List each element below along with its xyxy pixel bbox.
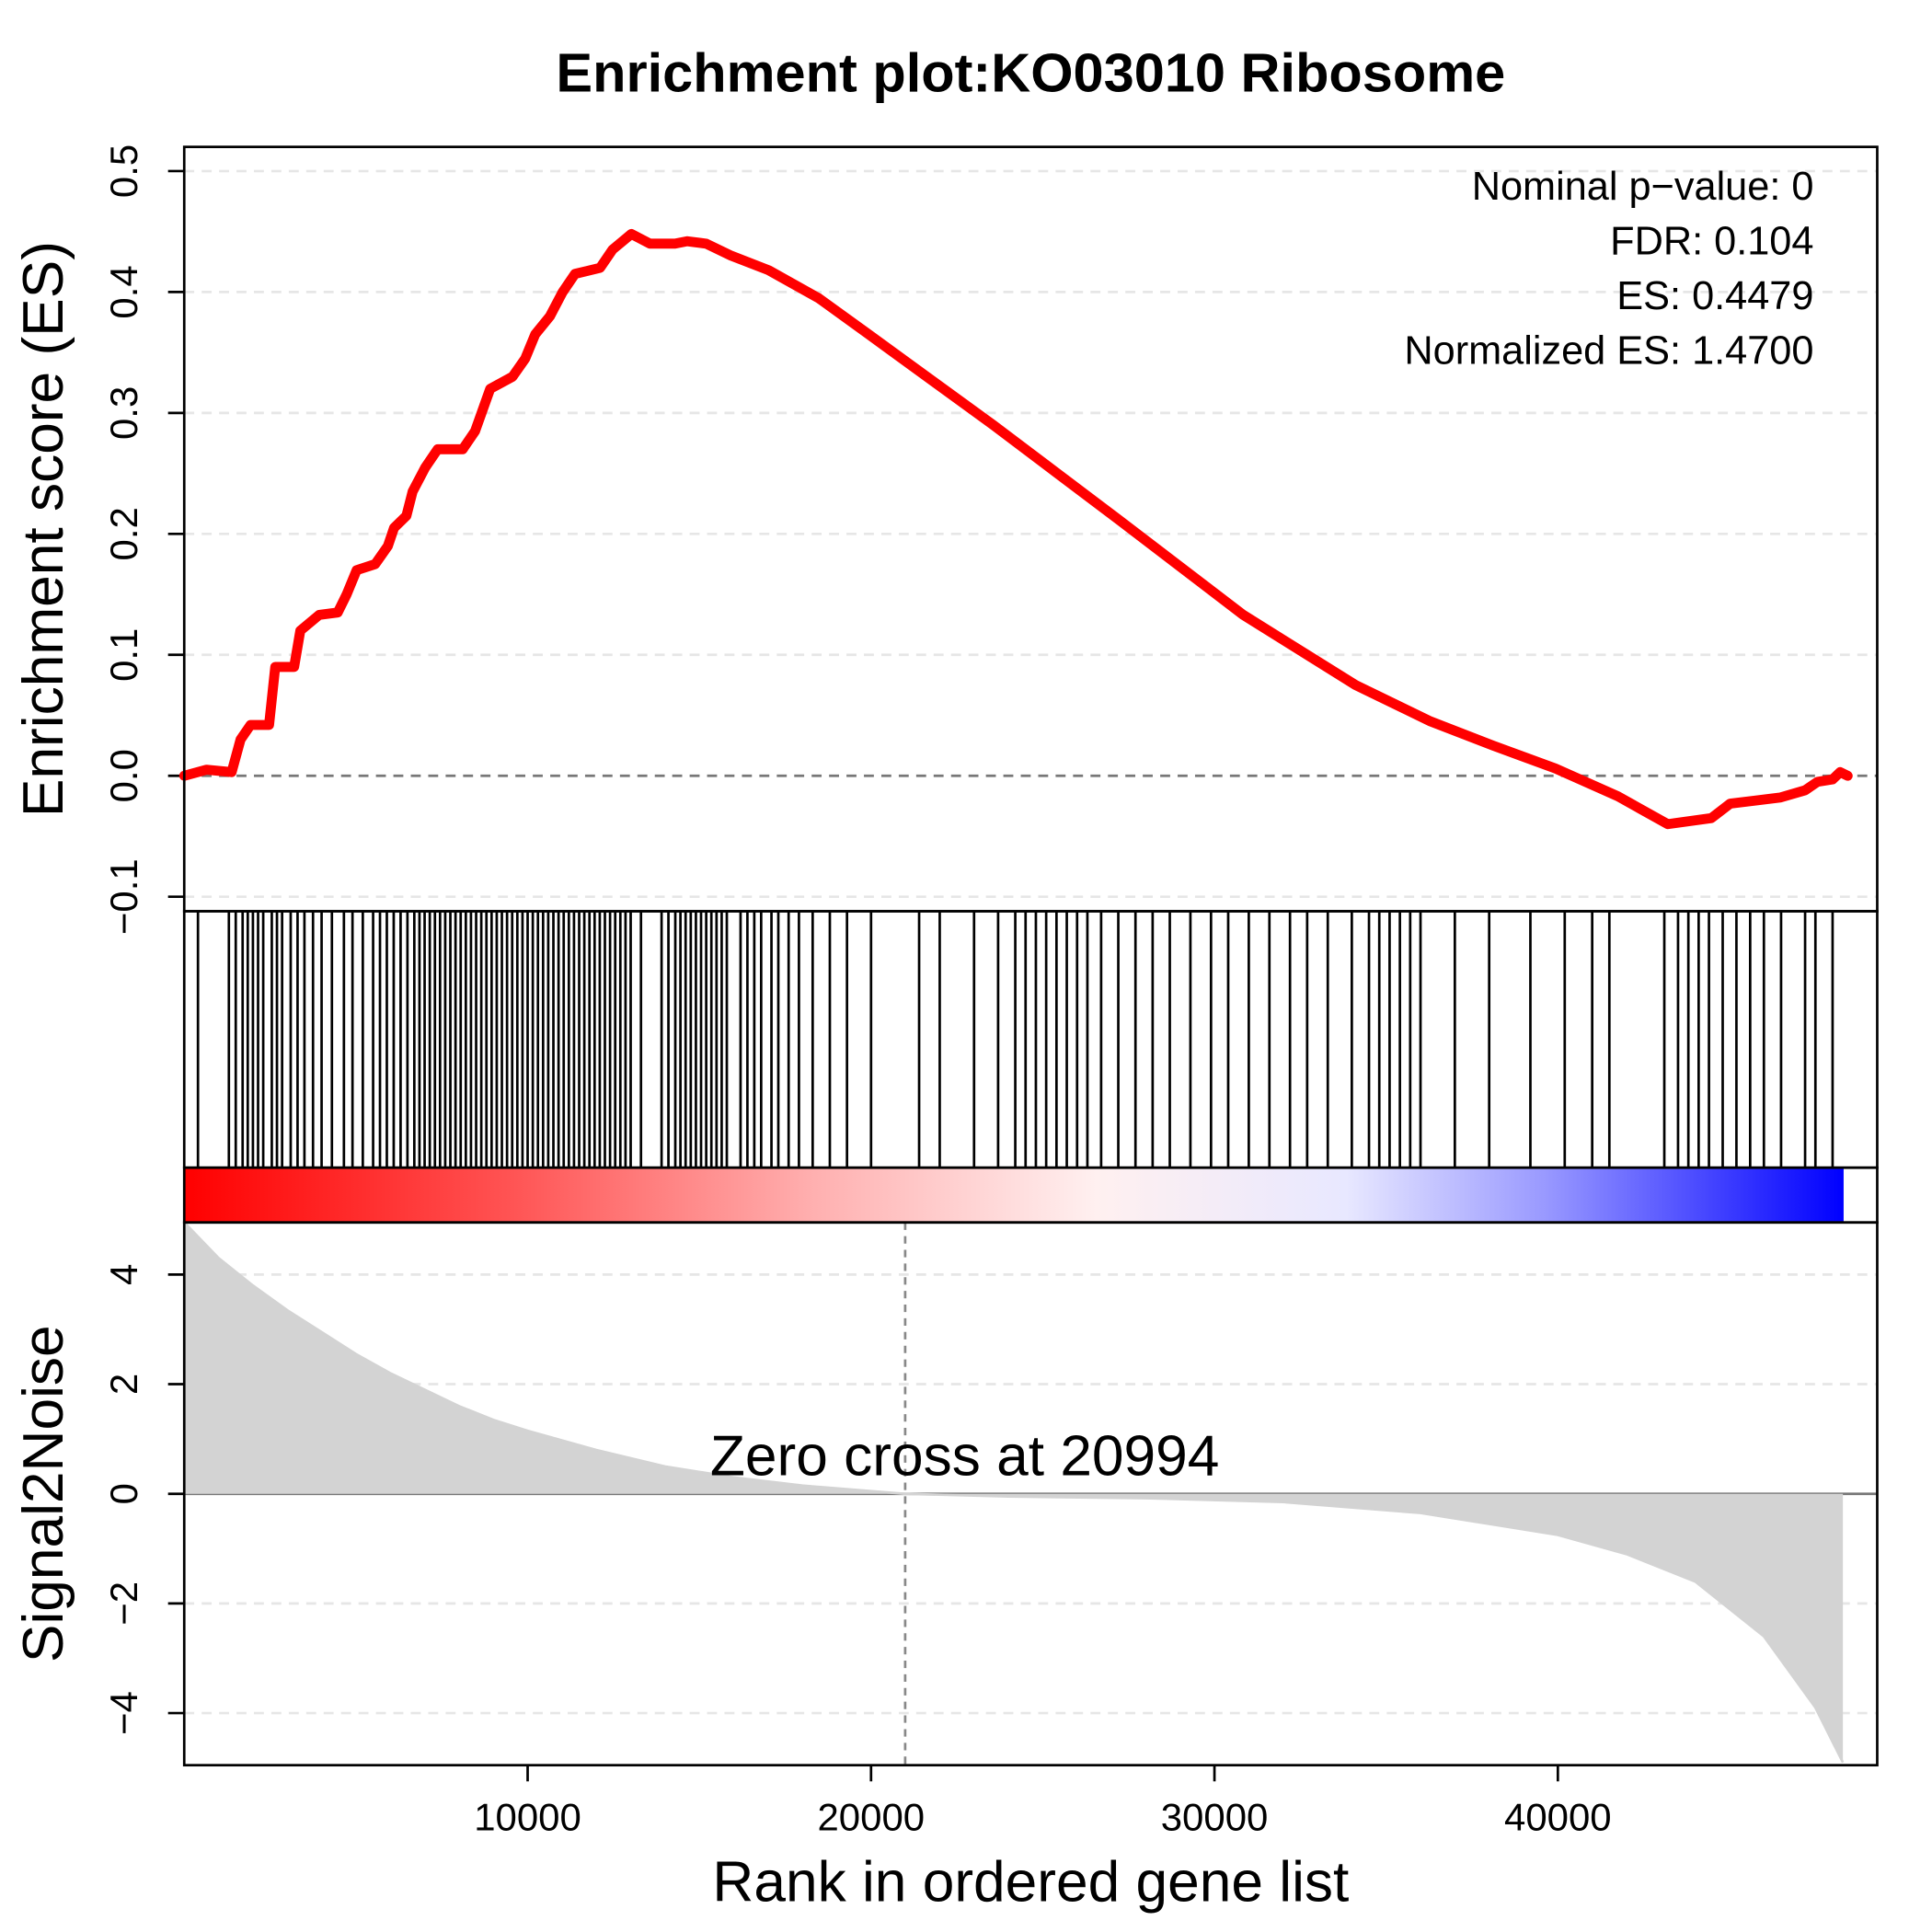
plot-layer: −0.1 0.0 0.1 0.2 0.3 0.4 0.5 Nominal p−value: 0… xyxy=(102,144,1878,1838)
y-tick-label: 0.5 xyxy=(102,144,145,198)
x-tick-label: 40000 xyxy=(1504,1795,1612,1838)
y-tick-label: −0.1 xyxy=(102,858,145,935)
zero-cross-annotation: Zero cross at 20994 xyxy=(710,1425,1219,1489)
stat-annotation: Nominal p−value: 0 xyxy=(1472,165,1814,209)
area-fill xyxy=(184,1222,1844,1763)
y-axis-label: Signal2Noise xyxy=(12,1325,75,1662)
x-tick-label: 30000 xyxy=(1161,1795,1269,1838)
rank-color-bar xyxy=(184,1167,1844,1223)
s2n-panel-frame xyxy=(182,1221,1879,1767)
y-axis-label: Enrichment score (ES) xyxy=(12,241,75,817)
y-tick-label: −2 xyxy=(102,1581,145,1626)
es-curve xyxy=(178,228,1853,830)
y-tick-label: 2 xyxy=(102,1374,145,1395)
y-tick-label: 4 xyxy=(102,1264,145,1285)
stat-annotation: Normalized ES: 1.4700 xyxy=(1404,329,1813,374)
chart-title: Enrichment plot:KO03010 Ribosome xyxy=(556,42,1505,104)
y-tick-label: 0.1 xyxy=(102,628,145,682)
y-tick-label: 0.2 xyxy=(102,507,145,560)
y-tick-label: 0.0 xyxy=(102,749,145,802)
x-tick-label: 10000 xyxy=(474,1795,581,1838)
y-tick-label: −4 xyxy=(102,1691,145,1735)
area-outline xyxy=(183,1221,1845,1764)
y-tick-label: 0 xyxy=(102,1483,145,1504)
hits-panel-frame xyxy=(182,910,1879,1169)
stat-annotation: FDR: 0.104 xyxy=(1610,220,1813,264)
stat-annotation: ES: 0.4479 xyxy=(1616,274,1813,318)
x-axis-label: Rank in ordered gene list xyxy=(712,1850,1349,1914)
x-tick-label: 20000 xyxy=(817,1795,925,1838)
y-tick-label: 0.3 xyxy=(102,386,145,440)
y-tick-label: 0.4 xyxy=(102,265,145,318)
